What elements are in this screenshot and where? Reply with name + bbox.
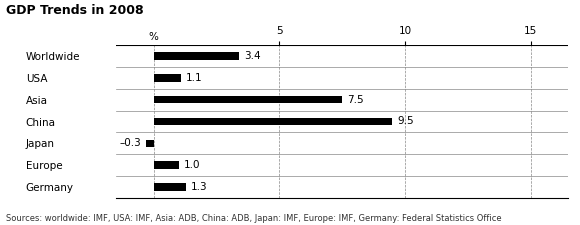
Text: 1.3: 1.3 xyxy=(191,182,208,192)
Bar xyxy=(154,118,393,125)
Bar xyxy=(154,161,179,169)
Text: 1.1: 1.1 xyxy=(186,73,202,83)
Text: GDP Trends in 2008: GDP Trends in 2008 xyxy=(6,4,143,18)
Bar xyxy=(154,183,186,191)
Text: Sources: worldwide: IMF, USA: IMF, Asia: ADB, China: ADB, Japan: IMF, Europe: IM: Sources: worldwide: IMF, USA: IMF, Asia:… xyxy=(6,214,502,223)
Text: 3.4: 3.4 xyxy=(244,51,260,61)
Text: 1.0: 1.0 xyxy=(183,160,200,170)
Bar xyxy=(154,96,342,104)
Text: %: % xyxy=(148,32,159,42)
Bar xyxy=(154,52,239,60)
Text: 7.5: 7.5 xyxy=(347,95,363,105)
Text: –0.3: –0.3 xyxy=(120,138,142,148)
Text: 9.5: 9.5 xyxy=(397,117,414,126)
Bar xyxy=(146,140,154,147)
Bar xyxy=(154,74,182,82)
